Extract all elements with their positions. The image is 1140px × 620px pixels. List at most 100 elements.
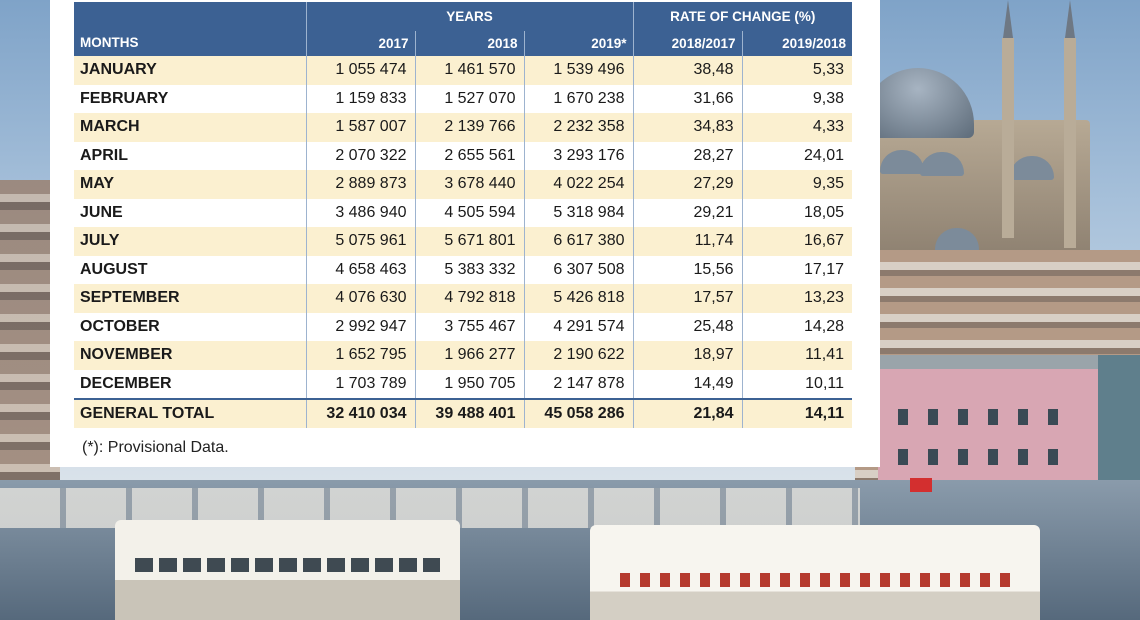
rate-2019-2018-cell: 17,17 [741,255,852,284]
rate-2019-2018-cell: 24,01 [741,141,852,170]
value-2017-cell: 32 410 034 [305,398,415,428]
value-2017-cell: 1 703 789 [305,369,415,399]
data-table-card: MONTHS YEARS RATE OF CHANGE (%) 2017 201… [50,0,880,467]
footnote: (*): Provisional Data. [82,439,229,456]
value-2019-cell: 2 232 358 [523,113,633,142]
year-header: 2017 [305,31,415,56]
rate-of-change-header: RATE OF CHANGE (%) [632,2,852,31]
month-cell: MAY [74,170,306,199]
table-row: NOVEMBER 1 652 795 1 966 277 2 190 622 18,97… [74,341,852,370]
rate-2018-2017-cell: 31,66 [632,84,742,113]
rate-header: 2018/2017 [632,31,742,56]
value-2019-cell: 6 617 380 [523,227,633,256]
rate-2018-2017-cell: 14,49 [632,369,742,399]
value-2017-cell: 1 587 007 [305,113,415,142]
table-row: MARCH 1 587 007 2 139 766 2 232 358 34,83 4,3… [74,113,852,142]
minaret [1064,0,1076,248]
rate-2019-2018-cell: 14,28 [741,312,852,341]
table-row: JUNE 3 486 940 4 505 594 5 318 984 29,21 18,0… [74,198,852,227]
value-2019-cell: 2 190 622 [523,341,633,370]
value-2018-cell: 1 950 705 [414,369,524,399]
value-2019-cell: 45 058 286 [523,398,633,428]
value-2018-cell: 3 678 440 [414,170,524,199]
value-2019-cell: 5 318 984 [523,198,633,227]
value-2019-cell: 4 291 574 [523,312,633,341]
header-row: MONTHS YEARS RATE OF CHANGE (%) [74,2,852,56]
table-row: JANUARY 1 055 474 1 461 570 1 539 496 38,48 5… [74,56,852,85]
rate-2019-2018-cell: 14,11 [741,398,852,428]
value-2017-cell: 2 070 322 [305,141,415,170]
value-2018-cell: 4 505 594 [414,198,524,227]
month-cell: MARCH [74,113,306,142]
month-cell: SEPTEMBER [74,284,306,313]
value-2017-cell: 2 992 947 [305,312,415,341]
rate-2019-2018-cell: 13,23 [741,284,852,313]
value-2017-cell: 3 486 940 [305,198,415,227]
value-2019-cell: 5 426 818 [523,284,633,313]
value-2018-cell: 1 527 070 [414,84,524,113]
rate-2018-2017-cell: 21,84 [632,398,742,428]
months-header: MONTHS [74,2,306,56]
value-2017-cell: 5 075 961 [305,227,415,256]
rate-2018-2017-cell: 34,83 [632,113,742,142]
year-header: 2018 [414,31,524,56]
rate-2019-2018-cell: 11,41 [741,341,852,370]
rate-2019-2018-cell: 9,38 [741,84,852,113]
table-row: APRIL 2 070 322 2 655 561 3 293 176 28,27 24,… [74,141,852,170]
rate-2019-2018-cell: 9,35 [741,170,852,199]
rate-2018-2017-cell: 38,48 [632,56,742,85]
value-2018-cell: 3 755 467 [414,312,524,341]
value-2019-cell: 6 307 508 [523,255,633,284]
rate-2019-2018-cell: 5,33 [741,56,852,85]
subheader-row: 2017 2018 2019* 2018/2017 2019/2018 [74,31,852,56]
table-row: FEBRUARY 1 159 833 1 527 070 1 670 238 31,66… [74,84,852,113]
value-2018-cell: 1 461 570 [414,56,524,85]
minaret [1002,0,1014,238]
value-2019-cell: 1 539 496 [523,56,633,85]
value-2017-cell: 1 055 474 [305,56,415,85]
value-2017-cell: 1 159 833 [305,84,415,113]
month-cell: FEBRUARY [74,84,306,113]
rate-2018-2017-cell: 15,56 [632,255,742,284]
month-cell: NOVEMBER [74,341,306,370]
table-row: SEPTEMBER 4 076 630 4 792 818 5 426 818 17,5… [74,284,852,313]
month-cell: OCTOBER [74,312,306,341]
ferry-boat [115,520,460,620]
turkish-flag-icon [910,478,932,492]
table-body: JANUARY 1 055 474 1 461 570 1 539 496 38,48 5… [74,56,852,428]
rate-2018-2017-cell: 17,57 [632,284,742,313]
tourism-arrivals-table: MONTHS YEARS RATE OF CHANGE (%) 2017 201… [74,2,852,428]
value-2017-cell: 2 889 873 [305,170,415,199]
rate-2018-2017-cell: 25,48 [632,312,742,341]
rate-2018-2017-cell: 18,97 [632,341,742,370]
ferry-boat [590,525,1040,620]
value-2017-cell: 1 652 795 [305,341,415,370]
month-cell: JANUARY [74,56,306,85]
rate-2019-2018-cell: 16,67 [741,227,852,256]
rate-header: 2019/2018 [741,31,852,56]
table-row: DECEMBER 1 703 789 1 950 705 2 147 878 14,49… [74,369,852,399]
table-row: AUGUST 4 658 463 5 383 332 6 307 508 15,56 17… [74,255,852,284]
value-2017-cell: 4 076 630 [305,284,415,313]
value-2019-cell: 3 293 176 [523,141,633,170]
table-row: JULY 5 075 961 5 671 801 6 617 380 11,74 16,6… [74,227,852,256]
value-2019-cell: 4 022 254 [523,170,633,199]
month-cell: JULY [74,227,306,256]
value-2018-cell: 5 383 332 [414,255,524,284]
month-cell: JUNE [74,198,306,227]
value-2019-cell: 2 147 878 [523,369,633,399]
value-2019-cell: 1 670 238 [523,84,633,113]
total-row: GENERAL TOTAL 32 410 034 39 488 401 45 058 … [74,398,852,428]
month-cell: AUGUST [74,255,306,284]
value-2018-cell: 4 792 818 [414,284,524,313]
rate-2018-2017-cell: 11,74 [632,227,742,256]
value-2018-cell: 5 671 801 [414,227,524,256]
value-2018-cell: 1 966 277 [414,341,524,370]
rate-2018-2017-cell: 27,29 [632,170,742,199]
rate-2019-2018-cell: 10,11 [741,369,852,399]
month-cell: GENERAL TOTAL [74,398,306,428]
rate-2019-2018-cell: 4,33 [741,113,852,142]
month-cell: DECEMBER [74,369,306,399]
rate-2018-2017-cell: 29,21 [632,198,742,227]
value-2018-cell: 39 488 401 [414,398,524,428]
